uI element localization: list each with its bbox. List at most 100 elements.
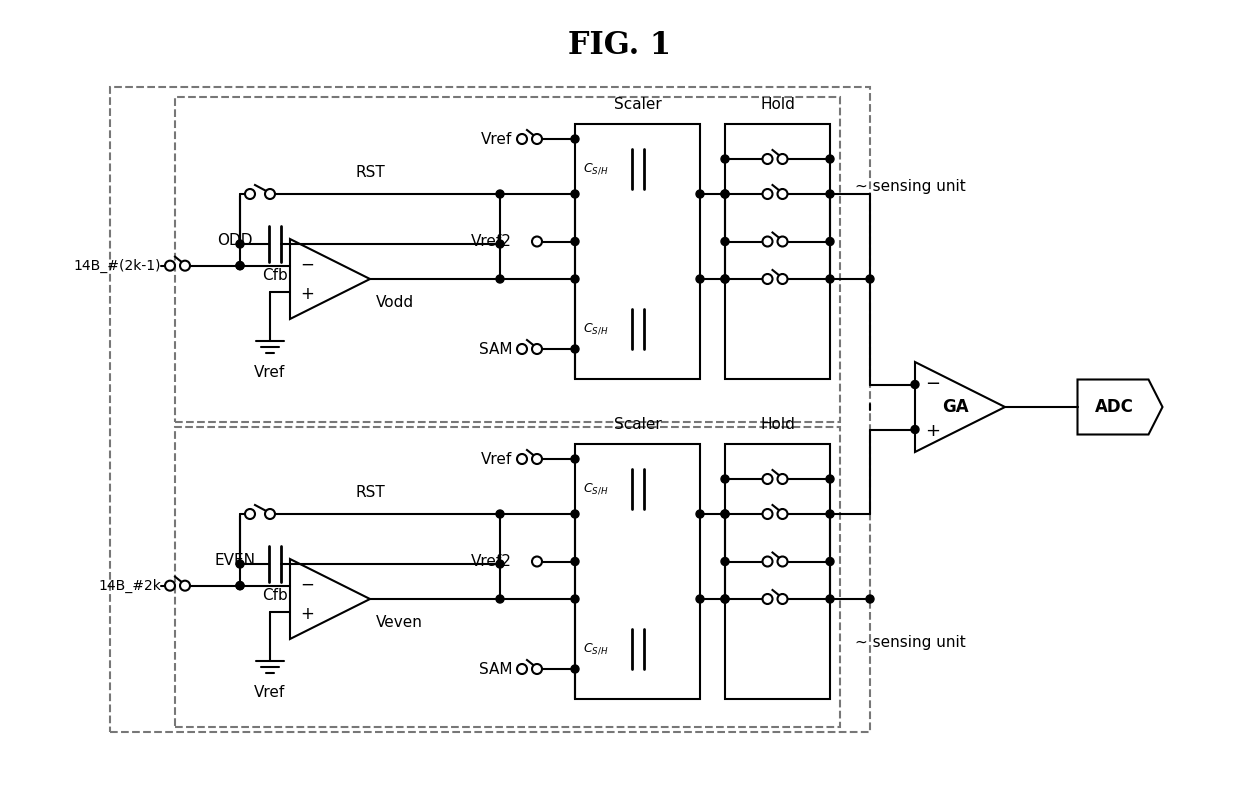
Circle shape	[236, 560, 244, 568]
Circle shape	[826, 237, 835, 245]
Circle shape	[570, 237, 579, 245]
Circle shape	[763, 509, 773, 519]
Circle shape	[777, 189, 787, 199]
Circle shape	[720, 510, 729, 518]
Circle shape	[532, 134, 542, 144]
Circle shape	[246, 509, 255, 519]
Circle shape	[826, 510, 835, 518]
Circle shape	[236, 240, 244, 248]
Text: ADC: ADC	[1095, 398, 1133, 416]
Circle shape	[496, 275, 503, 283]
Circle shape	[720, 275, 729, 283]
Bar	[175, 427, 839, 727]
Circle shape	[236, 582, 244, 590]
Circle shape	[777, 557, 787, 567]
Circle shape	[532, 454, 542, 464]
Text: FIG. 1: FIG. 1	[568, 30, 672, 61]
Text: Cfb: Cfb	[262, 588, 288, 603]
Circle shape	[265, 509, 275, 519]
Circle shape	[777, 274, 787, 284]
Text: $C_{S/H}$: $C_{S/H}$	[583, 161, 609, 177]
Circle shape	[777, 509, 787, 519]
Circle shape	[777, 474, 787, 484]
Circle shape	[911, 425, 919, 433]
Text: 14B_#(2k-1): 14B_#(2k-1)	[73, 258, 161, 273]
Circle shape	[777, 236, 787, 246]
Circle shape	[236, 261, 244, 270]
Text: Hold: Hold	[760, 97, 795, 112]
Circle shape	[777, 594, 787, 604]
Text: Scaler: Scaler	[614, 417, 661, 432]
Circle shape	[763, 557, 773, 567]
Circle shape	[763, 274, 773, 284]
Circle shape	[496, 190, 503, 198]
Circle shape	[826, 190, 835, 198]
Circle shape	[180, 261, 190, 270]
Circle shape	[911, 380, 919, 388]
Circle shape	[777, 154, 787, 164]
Text: $-$: $-$	[300, 575, 314, 592]
Text: SAM: SAM	[479, 341, 512, 357]
Circle shape	[532, 664, 542, 674]
Circle shape	[720, 237, 729, 245]
Circle shape	[570, 345, 579, 353]
Circle shape	[236, 582, 244, 590]
Circle shape	[826, 275, 835, 283]
Text: ~ sensing unit: ~ sensing unit	[856, 634, 966, 650]
Circle shape	[696, 275, 704, 283]
Circle shape	[246, 189, 255, 199]
Text: $C_{S/H}$: $C_{S/H}$	[583, 482, 609, 496]
Bar	[725, 124, 830, 379]
Bar	[575, 444, 701, 699]
Text: EVEN: EVEN	[215, 553, 255, 567]
Text: $+$: $+$	[925, 423, 940, 441]
Circle shape	[763, 189, 773, 199]
Bar	[175, 97, 839, 422]
Bar	[110, 87, 870, 732]
Circle shape	[720, 155, 729, 163]
Circle shape	[532, 557, 542, 567]
Circle shape	[720, 190, 729, 198]
Text: ODD: ODD	[217, 232, 253, 248]
Circle shape	[866, 595, 874, 603]
Circle shape	[720, 275, 729, 283]
Circle shape	[570, 455, 579, 463]
Circle shape	[720, 190, 729, 198]
Circle shape	[696, 595, 704, 603]
Circle shape	[763, 236, 773, 246]
Circle shape	[517, 664, 527, 674]
Circle shape	[720, 475, 729, 483]
Circle shape	[265, 189, 275, 199]
Circle shape	[696, 510, 704, 518]
Text: Vref2: Vref2	[471, 234, 512, 249]
Circle shape	[570, 510, 579, 518]
Circle shape	[165, 581, 175, 591]
Circle shape	[570, 595, 579, 603]
Circle shape	[570, 665, 579, 673]
Text: GA: GA	[941, 398, 968, 416]
Circle shape	[496, 560, 503, 568]
Text: Scaler: Scaler	[614, 97, 661, 112]
Circle shape	[517, 454, 527, 464]
Circle shape	[720, 558, 729, 566]
Circle shape	[532, 236, 542, 246]
Circle shape	[826, 155, 835, 163]
Circle shape	[517, 344, 527, 354]
Text: $-$: $-$	[925, 374, 940, 391]
Text: Hold: Hold	[760, 417, 795, 432]
Circle shape	[180, 581, 190, 591]
Text: Vref: Vref	[481, 451, 512, 466]
Circle shape	[826, 558, 835, 566]
Circle shape	[763, 474, 773, 484]
Circle shape	[570, 275, 579, 283]
Text: $+$: $+$	[300, 605, 314, 623]
Text: Vref: Vref	[481, 132, 512, 147]
Text: SAM: SAM	[479, 662, 512, 676]
Circle shape	[517, 134, 527, 144]
Circle shape	[496, 510, 503, 518]
Text: Cfb: Cfb	[262, 268, 288, 283]
Text: 14B_#2k: 14B_#2k	[98, 579, 161, 592]
Text: Vref: Vref	[254, 685, 285, 700]
Bar	[575, 124, 701, 379]
Circle shape	[720, 595, 729, 603]
